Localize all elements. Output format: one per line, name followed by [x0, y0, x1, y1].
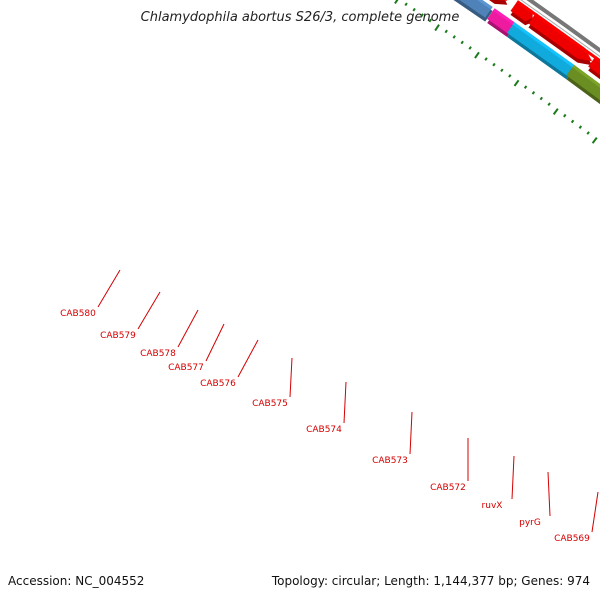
map-title: Chlamydophila abortus S26/3, complete ge… [140, 10, 460, 25]
topology-text: Topology: circular; Length: 1,144,377 bp… [271, 574, 590, 588]
gene-label: ruvX [482, 501, 503, 511]
gene-label: CAB573 [372, 456, 408, 466]
gene-feature [507, 22, 575, 80]
gene-label: CAB580 [60, 309, 96, 319]
gene-feature [588, 55, 600, 80]
label-leader-line [137, 291, 161, 330]
label-leader-line [237, 339, 259, 378]
gene-label: CAB577 [168, 363, 204, 373]
gene-feature [487, 8, 515, 37]
gene-feature [489, 0, 508, 5]
forward-strand-genes [489, 0, 600, 80]
inner-tick [444, 29, 448, 34]
scale-ticks: 662 kbp660 kbp658 kbp656 kbp654 kbp652 k… [394, 0, 598, 144]
gene-feature [453, 0, 493, 22]
label-leader-line [177, 309, 199, 348]
inner-tick [563, 113, 567, 118]
label-leader-line [547, 471, 551, 517]
gene-label: CAB579 [100, 331, 136, 341]
label-leader-line [343, 381, 347, 424]
label-leader-line [205, 323, 225, 362]
gene-label: CAB569 [554, 534, 590, 544]
accession-text: Accession: NC_004552 [8, 574, 145, 588]
inner-tick [552, 108, 559, 115]
inner-tick [578, 125, 583, 130]
label-leader-line [97, 269, 121, 308]
inner-tick [474, 51, 480, 59]
inner-tick [531, 91, 536, 95]
backbone-line [526, 0, 600, 53]
gene-feature [510, 0, 536, 26]
label-leader-line [511, 455, 515, 500]
gene-label: CAB578 [140, 349, 176, 359]
inner-tick [468, 46, 472, 50]
genome-backbone [520, 0, 600, 58]
label-leader-line [591, 491, 599, 533]
gene-label: CAB574 [306, 425, 342, 435]
label-leader-line [409, 411, 413, 455]
backbone-line [520, 0, 600, 58]
inner-tick [412, 7, 416, 12]
inner-tick [513, 79, 520, 87]
inner-tick [420, 13, 424, 17]
gene-label: pyrG [519, 518, 541, 528]
reverse-strand-genes [453, 0, 600, 105]
inner-tick [508, 74, 512, 78]
inner-tick [434, 24, 440, 32]
inner-tick [428, 18, 432, 23]
inner-tick [500, 68, 504, 73]
gene-feature [566, 64, 600, 105]
gene-feature [528, 12, 596, 66]
inner-tick [570, 119, 575, 124]
inner-tick [404, 2, 408, 7]
inner-tick [460, 40, 464, 45]
inner-tick [591, 137, 598, 144]
inner-tick [523, 85, 528, 89]
label-leader-line [289, 357, 293, 398]
inner-tick [452, 35, 456, 39]
gene-labels: CAB580 CAB579 CAB578 CAB577 CAB576 CAB575 CAB5… [60, 269, 599, 544]
inner-tick [539, 96, 543, 101]
inner-tick [484, 57, 488, 61]
inner-tick [586, 131, 590, 135]
gene-label: CAB572 [430, 483, 466, 493]
inner-tick [547, 102, 551, 107]
inner-tick [492, 62, 496, 67]
gene-label: CAB575 [252, 399, 288, 409]
gene-label: CAB576 [200, 379, 236, 389]
inner-tick [394, 0, 399, 5]
